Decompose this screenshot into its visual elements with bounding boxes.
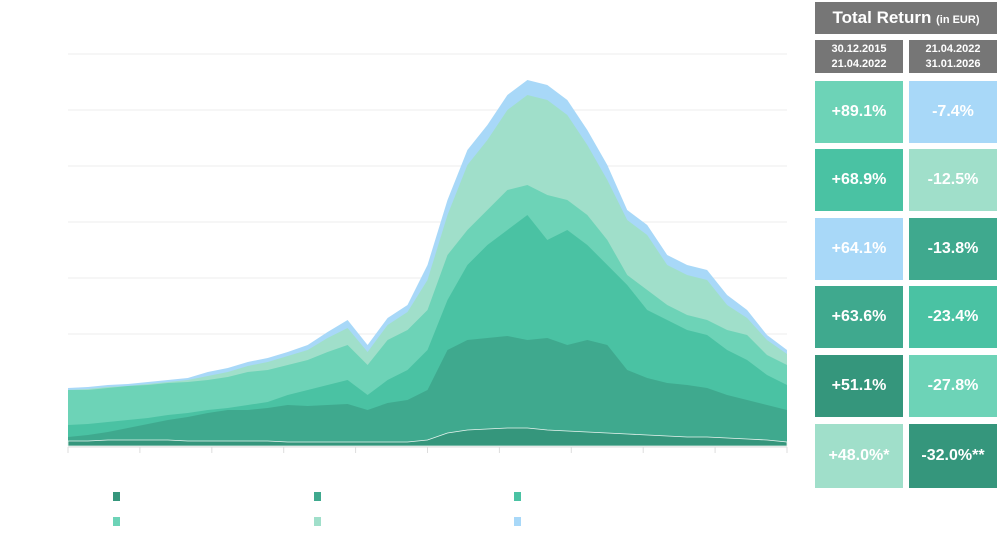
period-2-return-cell: -27.8% [909, 355, 997, 417]
period-2-header: 21.04.2022 31.01.2026 [909, 40, 997, 73]
period-2-return-cell: -13.8% [909, 218, 997, 280]
legend-swatch-4 [113, 517, 120, 526]
table-title-text: Total Return [832, 8, 932, 27]
period-1-return-cell: +63.6% [815, 286, 903, 348]
period-1-return-cell: +48.0%* [815, 424, 903, 488]
area-series-2 [68, 336, 787, 446]
period-1-end: 21.04.2022 [831, 58, 887, 70]
period-1-start: 30.12.2015 [831, 43, 887, 55]
period-2-return-cell: -32.0%** [909, 424, 997, 488]
period-1-return-cell: +89.1% [815, 81, 903, 143]
legend-swatch-2 [314, 492, 321, 501]
legend-swatch-1 [113, 492, 120, 501]
period-2-start: 21.04.2022 [925, 43, 981, 55]
legend-swatch-5 [314, 517, 321, 526]
legend-swatch-6 [514, 517, 521, 526]
area-series-1 [67, 427, 788, 447]
period-2-return-cell: -7.4% [909, 81, 997, 143]
period-1-return-cell: +51.1% [815, 355, 903, 417]
period-2-return-cell: -12.5% [909, 149, 997, 211]
stacked-area-chart [67, 53, 788, 453]
period-2-return-cell: -23.4% [909, 286, 997, 348]
table-title-suffix: (in EUR) [936, 14, 980, 26]
table-title: Total Return (in EUR) [815, 2, 997, 34]
period-1-return-cell: +64.1% [815, 218, 903, 280]
legend-swatch-3 [514, 492, 521, 501]
period-1-header: 30.12.2015 21.04.2022 [815, 40, 903, 73]
period-2-end: 31.01.2026 [925, 58, 981, 70]
period-1-return-cell: +68.9% [815, 149, 903, 211]
